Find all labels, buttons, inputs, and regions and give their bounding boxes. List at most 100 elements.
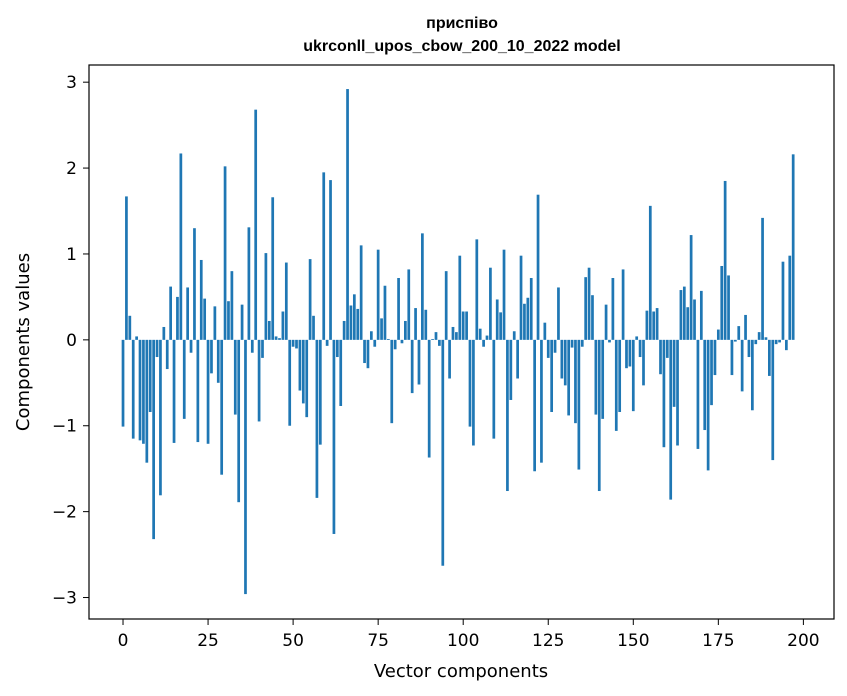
bar-40 bbox=[257, 339, 261, 422]
bar-92 bbox=[434, 332, 438, 340]
bar-174 bbox=[713, 339, 717, 376]
bar-73 bbox=[369, 331, 373, 340]
bar-80 bbox=[393, 339, 397, 350]
bar-78 bbox=[387, 338, 390, 340]
bar-158 bbox=[659, 339, 662, 375]
bar-14 bbox=[169, 286, 172, 340]
bar-164 bbox=[679, 290, 683, 340]
bar-11 bbox=[159, 339, 162, 496]
bar-115 bbox=[512, 331, 516, 340]
bar-131 bbox=[567, 339, 571, 416]
bar-22 bbox=[196, 339, 200, 443]
bar-179 bbox=[730, 339, 734, 376]
bar-36 bbox=[244, 339, 247, 595]
bar-5 bbox=[138, 339, 142, 441]
bar-59 bbox=[322, 172, 326, 340]
bar-170 bbox=[699, 290, 703, 340]
bar-173 bbox=[710, 339, 713, 406]
bar-129 bbox=[560, 339, 564, 379]
x-tick-label: 200 bbox=[787, 631, 819, 651]
bar-152 bbox=[638, 339, 642, 358]
bar-99 bbox=[458, 255, 462, 340]
bar-163 bbox=[676, 339, 679, 446]
bar-134 bbox=[577, 339, 581, 470]
bar-23 bbox=[199, 259, 203, 340]
bar-18 bbox=[182, 339, 186, 419]
x-tick-label: 100 bbox=[447, 631, 479, 651]
bar-188 bbox=[761, 217, 764, 340]
bar-77 bbox=[383, 285, 387, 340]
bar-192 bbox=[774, 339, 778, 345]
bar-96 bbox=[448, 339, 451, 379]
bar-63 bbox=[335, 339, 339, 358]
bar-143 bbox=[608, 339, 611, 343]
bar-72 bbox=[366, 339, 370, 369]
bar-171 bbox=[703, 339, 707, 431]
x-axis: 0 25 50 75 100 125 150 175 200 bbox=[118, 619, 820, 651]
bar-180 bbox=[733, 339, 737, 342]
bar-142 bbox=[604, 304, 608, 340]
bar-43 bbox=[267, 320, 271, 340]
bar-90 bbox=[427, 339, 431, 458]
y-tick-label: 3 bbox=[66, 73, 77, 93]
bar-148 bbox=[625, 339, 628, 369]
y-axis: −3 −2 −1 0 1 2 3 bbox=[52, 73, 89, 609]
bar-95 bbox=[444, 271, 448, 340]
bar-84 bbox=[407, 269, 411, 340]
bar-119 bbox=[526, 297, 530, 340]
bar-57 bbox=[315, 339, 319, 498]
bar-135 bbox=[580, 339, 584, 347]
bar-161 bbox=[669, 339, 673, 500]
bar-67 bbox=[349, 305, 353, 340]
bar-62 bbox=[332, 339, 336, 534]
bar-185 bbox=[751, 339, 754, 411]
bar-3 bbox=[131, 339, 135, 439]
x-tick-label: 75 bbox=[367, 631, 389, 651]
chart-title: приспіво bbox=[426, 15, 498, 32]
bar-48 bbox=[284, 262, 288, 340]
bar-39 bbox=[254, 109, 258, 340]
bar-122 bbox=[536, 194, 540, 340]
bar-106 bbox=[482, 339, 485, 347]
bar-113 bbox=[506, 339, 509, 492]
bar-7 bbox=[145, 339, 149, 463]
bar-160 bbox=[665, 339, 669, 358]
bar-45 bbox=[274, 336, 278, 340]
bar-32 bbox=[230, 271, 234, 340]
bar-64 bbox=[339, 339, 343, 406]
bar-183 bbox=[744, 314, 747, 340]
bar-17 bbox=[179, 153, 183, 340]
bar-38 bbox=[250, 339, 254, 353]
bar-156 bbox=[652, 311, 656, 340]
bar-86 bbox=[414, 308, 417, 340]
bar-20 bbox=[189, 339, 193, 353]
bar-0 bbox=[121, 339, 125, 427]
bar-97 bbox=[451, 326, 455, 340]
y-tick-label: 2 bbox=[66, 159, 77, 179]
bar-54 bbox=[305, 339, 309, 418]
bar-42 bbox=[264, 253, 268, 340]
bar-109 bbox=[492, 339, 496, 439]
bar-110 bbox=[495, 299, 499, 340]
bar-76 bbox=[380, 318, 383, 340]
bar-26 bbox=[210, 339, 213, 374]
bar-184 bbox=[747, 339, 751, 358]
bar-103 bbox=[472, 339, 475, 446]
bar-114 bbox=[509, 339, 513, 400]
bar-139 bbox=[594, 339, 598, 415]
bar-132 bbox=[570, 339, 574, 348]
bar-157 bbox=[655, 308, 659, 340]
bar-24 bbox=[203, 298, 207, 340]
bar-197 bbox=[791, 154, 795, 340]
bar-83 bbox=[404, 320, 407, 340]
bar-159 bbox=[662, 339, 666, 448]
bar-126 bbox=[550, 339, 554, 412]
bar-165 bbox=[682, 286, 686, 340]
bar-172 bbox=[706, 339, 710, 471]
bar-25 bbox=[206, 339, 210, 444]
bar-102 bbox=[468, 339, 472, 427]
bar-8 bbox=[148, 339, 152, 412]
bar-153 bbox=[642, 339, 645, 386]
